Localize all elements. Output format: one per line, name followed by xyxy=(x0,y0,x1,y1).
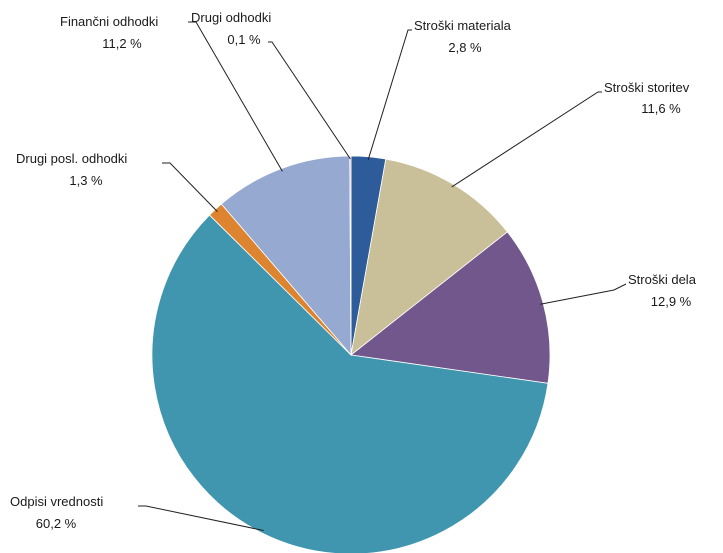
pie-slice-6 xyxy=(349,155,352,356)
label-drugi-posl-odhodki: Drugi posl. odhodki 1,3 % xyxy=(16,151,127,188)
label-drugi-odhodki: Drugi odhodki 0,1 % xyxy=(191,10,271,47)
slice-value-label: 11,2 % xyxy=(102,36,142,51)
pie-slice-1 xyxy=(350,158,508,356)
slice-name-label: Finančni odhodki xyxy=(60,14,158,29)
leader-lines xyxy=(138,21,627,531)
slice-value-label: 11,6 % xyxy=(641,101,681,116)
pie-slices xyxy=(151,155,551,553)
slice-value-label: 60,2 % xyxy=(36,516,77,531)
slice-name-label: Odpisi vrednosti xyxy=(10,494,103,509)
slice-value-label: 1,3 % xyxy=(69,173,103,188)
slice-value-label: 12,9 % xyxy=(651,294,692,309)
slice-name-label: Stroški materiala xyxy=(414,18,512,33)
leader-line-4 xyxy=(162,162,218,212)
leader-line-5 xyxy=(188,21,283,172)
leader-line-0 xyxy=(367,29,412,160)
label-stroski-materiala: Stroški materiala 2,8 % xyxy=(414,18,512,55)
leader-line-6 xyxy=(268,41,351,160)
pie-slice-3 xyxy=(151,214,549,553)
label-financni-odhodki: Finančni odhodki 11,2 % xyxy=(60,14,158,51)
slice-value-label: 0,1 % xyxy=(227,32,261,47)
slice-value-label: 2,8 % xyxy=(448,40,482,55)
leader-line-1 xyxy=(451,91,602,188)
label-stroski-storitev: Stroški storitev 11,6 % xyxy=(604,80,690,116)
leader-line-3 xyxy=(138,505,264,531)
slice-name-label: Stroški storitev xyxy=(604,80,690,95)
slice-name-label: Drugi posl. odhodki xyxy=(16,151,127,166)
slice-name-label: Drugi odhodki xyxy=(191,10,271,25)
leader-line-2 xyxy=(540,283,627,305)
label-stroski-dela: Stroški dela 12,9 % xyxy=(628,272,697,309)
slice-name-label: Stroški dela xyxy=(628,272,697,287)
label-odpisi-vrednosti: Odpisi vrednosti 60,2 % xyxy=(10,494,103,531)
